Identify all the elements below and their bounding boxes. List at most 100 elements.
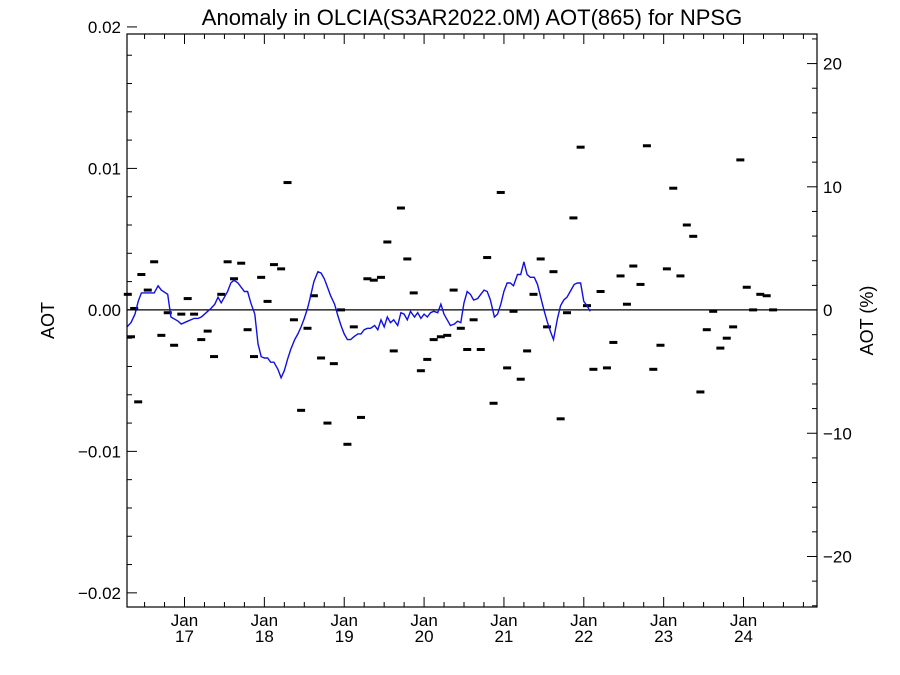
data-point-dash [389, 349, 398, 353]
data-point-dash [509, 309, 518, 313]
y-tick-label: 0.02 [88, 18, 121, 37]
y-tick-label: −0.02 [78, 584, 121, 603]
data-point-dash [123, 292, 132, 296]
data-point-dash [622, 302, 631, 306]
x-tick-label-year: 23 [654, 627, 673, 646]
y-right-tick-label: 10 [823, 178, 842, 197]
x-tick-label-month: Jan [410, 611, 437, 630]
data-point-dash [317, 356, 326, 360]
data-point-dash [662, 267, 671, 271]
data-point-dash [602, 366, 611, 370]
data-point-dash [543, 325, 552, 329]
data-point-dash [269, 263, 278, 267]
data-point-dash [656, 343, 665, 347]
data-point-dash [257, 275, 266, 279]
data-point-dash [217, 292, 226, 296]
data-point-dash [403, 257, 412, 261]
data-point-dash [696, 390, 705, 394]
data-point-dash [669, 186, 678, 190]
x-tick-label-year: 22 [574, 627, 593, 646]
data-point-dash [689, 234, 698, 238]
data-point-dash [769, 308, 778, 312]
data-point-dash [516, 377, 525, 381]
y-right-tick-label: 0 [823, 301, 832, 320]
data-point-dash [396, 206, 405, 210]
x-tick-label-month: Jan [171, 611, 198, 630]
blue-series-line [126, 261, 591, 380]
data-point-dash [742, 285, 751, 289]
data-point-dash [343, 442, 352, 446]
data-point-dash [150, 260, 159, 264]
y-axis-label-left: AOT [38, 302, 58, 339]
data-point-dash [409, 291, 418, 295]
data-point-dash [722, 336, 731, 340]
data-point-dash [263, 299, 272, 303]
data-point-dash [210, 355, 219, 359]
data-point-dash [749, 308, 758, 312]
x-tick-label-year: 20 [415, 627, 434, 646]
data-point-dash [369, 278, 378, 282]
data-point-dash [356, 415, 365, 419]
data-point-dash [529, 292, 538, 296]
data-point-dash [636, 282, 645, 286]
data-point-dash [297, 408, 306, 412]
data-point-dash [629, 264, 638, 268]
data-point-dash [429, 338, 438, 342]
x-tick-label-year: 19 [335, 627, 354, 646]
y-right-tick-label: 20 [823, 55, 842, 74]
left-axis-tick-labels: 0.02 0.01 0.00 −0.01 −0.02 [78, 18, 121, 603]
data-point-dash [563, 311, 572, 315]
data-point-dash [163, 311, 172, 315]
data-point-dash [143, 288, 152, 292]
data-point-dash [449, 288, 458, 292]
y-right-tick-label: −20 [823, 547, 852, 566]
data-point-dash [589, 367, 598, 371]
y-tick-label: 0.00 [88, 301, 121, 320]
data-point-dash [756, 292, 765, 296]
data-point-dash [249, 355, 258, 359]
data-point-dash [170, 343, 179, 347]
x-tick-label-year: 21 [494, 627, 513, 646]
data-point-dash [469, 318, 478, 322]
data-point-dash [329, 362, 338, 366]
data-point-dash [416, 369, 425, 373]
data-point-dash [363, 277, 372, 281]
data-point-dash [702, 328, 711, 332]
data-point-dash [190, 312, 199, 316]
data-point-dash [729, 325, 738, 329]
data-point-dash [762, 294, 771, 298]
data-point-dash [736, 158, 745, 162]
data-point-dash [197, 338, 206, 342]
data-point-dash [423, 357, 432, 361]
x-tick-label-year: 18 [255, 627, 274, 646]
x-tick-label-month: Jan [251, 611, 278, 630]
data-point-dash [289, 318, 298, 322]
data-point-dash [556, 417, 565, 421]
data-point-dash [137, 273, 146, 277]
data-point-dash [569, 216, 578, 220]
data-point-dash [483, 256, 492, 260]
data-point-dash [134, 400, 143, 404]
y-right-tick-label: −10 [823, 424, 852, 443]
data-point-dash [349, 325, 358, 329]
data-point-dash [456, 326, 465, 330]
data-point-dash [609, 340, 618, 344]
x-tick-label-month: Jan [650, 611, 677, 630]
data-point-dash [476, 348, 485, 352]
x-tick-label-month: Jan [570, 611, 597, 630]
data-point-dash [709, 309, 718, 313]
data-point-dash [157, 333, 166, 337]
x-tick-label-month: Jan [730, 611, 757, 630]
data-point-dash [496, 190, 505, 194]
data-point-dash [203, 329, 212, 333]
data-point-dash [230, 277, 239, 281]
data-point-dash [642, 144, 651, 148]
data-point-dash [243, 328, 252, 332]
y-tick-label: −0.01 [78, 442, 121, 461]
data-point-dash [503, 366, 512, 370]
data-point-dash [549, 270, 558, 274]
right-axis-tick-labels: 20 10 0 −10 −20 [823, 55, 852, 567]
data-point-dash [436, 335, 445, 339]
